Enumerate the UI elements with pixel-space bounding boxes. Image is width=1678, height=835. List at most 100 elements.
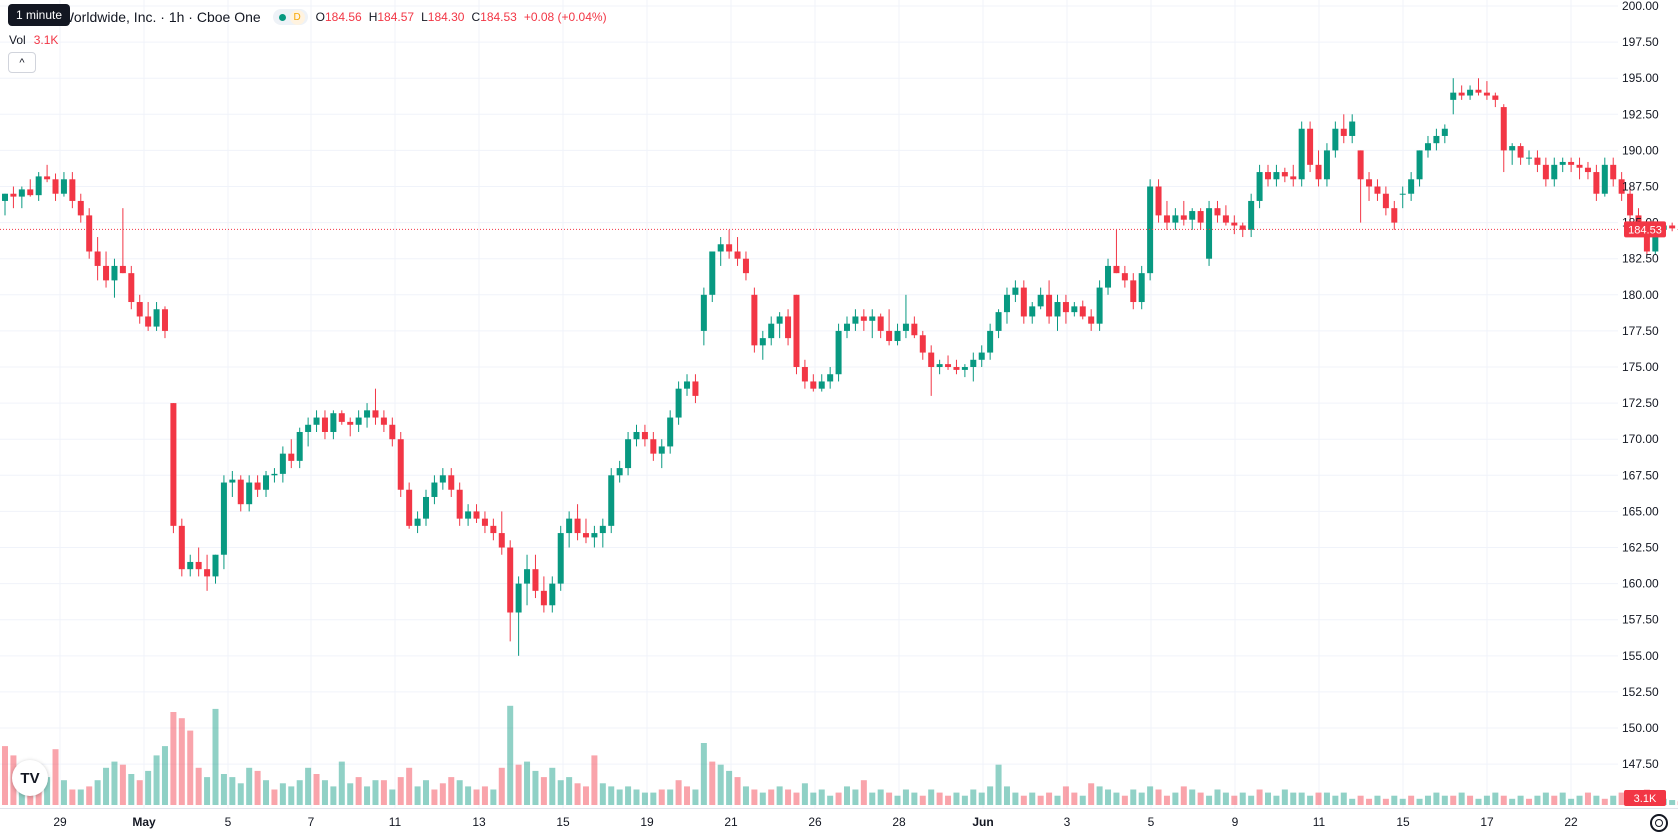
volume-bar [1500,795,1507,805]
volume-bar [1517,795,1524,805]
candle-body [1349,121,1356,136]
price-tick-label: 187.50 [1622,180,1659,194]
candle-body [44,176,51,180]
candle-body [1500,107,1507,151]
candle-body [27,189,34,196]
volume-bar [35,786,42,805]
candle-body [557,533,564,584]
last-volume-badge [1624,790,1666,806]
candle-body [582,533,589,538]
volume-bar [978,792,985,805]
tradingview-logo[interactable]: TV [12,760,48,796]
time-axis[interactable]: 29 May 5 7 11 13 15 19 21 26 28 Jun 3 5 9 11 15 17 22 [53,815,1578,829]
volume-bar [1172,792,1179,805]
volume-bar [532,770,539,805]
volume-bar [1408,795,1415,805]
candle-body [136,302,143,317]
volume-bar [557,780,564,805]
volume-bar [1003,786,1010,805]
volume-bar [355,777,362,805]
volume-bar [987,786,994,805]
volume-bar [145,770,152,805]
candle-body [1315,164,1322,180]
candle-body [1020,287,1027,317]
candle-body [768,323,775,339]
volume-bar [1037,795,1044,805]
volume-bar [524,761,531,805]
settings-gear-icon[interactable] [1650,814,1668,832]
candle-body [1071,306,1078,313]
market-status[interactable]: D [272,9,308,25]
candle-body [1054,302,1061,317]
candle-body [793,294,800,368]
volume-bar [1307,795,1314,805]
volume-bar [1382,798,1389,805]
volume-bar [111,761,118,805]
candle-body [1096,287,1103,324]
time-tick-label: 5 [225,815,232,829]
candle-body [1526,157,1533,159]
volume-bar [869,792,876,805]
candle-body [119,265,126,274]
volume-bar [456,780,463,805]
volume-bar [347,783,354,805]
price-tick-label: 150.00 [1622,721,1659,735]
volume-label[interactable]: Vol [9,33,26,47]
candle-body [692,381,699,396]
volume-bar [1079,795,1086,805]
time-tick-label: 28 [892,815,906,829]
candle-body [987,330,994,353]
candle-body [1323,150,1330,180]
volume-bar [1332,795,1339,805]
volume-bar [1298,792,1305,805]
volume-bar [1416,798,1423,805]
candle-body [153,309,160,327]
volume-bar [936,792,943,805]
candle-body [313,417,320,425]
change-value: +0.08 (+0.04%) [523,10,607,24]
volume-bar [69,789,76,805]
volume-bar [633,789,640,805]
candle-body [726,244,733,252]
high-value: 184.57 [377,10,415,24]
candle-body [633,431,640,440]
volume-bar [279,783,286,805]
candle-body [94,251,101,266]
collapse-legend-button[interactable]: ^ [8,52,36,73]
ohlc-values: O184.56 H184.57 L184.30 C184.53 +0.08 (+… [316,10,607,24]
delay-badge: D [289,9,305,25]
candle-body [734,251,741,259]
candle-body [1576,164,1583,168]
candle-body [220,482,227,555]
candle-body [507,547,514,613]
candle-body [835,330,842,375]
candle-body [1517,146,1524,158]
volume-bar [995,764,1002,805]
volume-bar [465,786,472,805]
volume-bar [549,767,556,805]
volume-bar [700,743,707,805]
candle-body [1248,200,1255,230]
candle-body [1467,89,1474,96]
candle-body [1172,215,1179,223]
candle-body [1568,161,1575,165]
volume-bar [1315,792,1322,805]
time-tick-label: 19 [640,815,654,829]
candle-body [869,316,876,321]
symbol-title[interactable]: obinson Worldwide, Inc. · 1h · Cboe One [8,9,261,25]
volume-bar [288,786,295,805]
candle-body [60,179,67,194]
volume-bar [1197,792,1204,805]
volume-bar [1096,786,1103,805]
price-axis[interactable]: 200.00197.50195.00192.50190.00187.50185.… [1622,0,1659,771]
volume-bar [178,718,185,805]
candle-body [1147,186,1154,274]
volume-bar [77,789,84,805]
volume-bar [1138,792,1145,805]
candle-body [1618,179,1625,194]
volume-bar [1206,795,1213,805]
candle-body [263,475,270,490]
candle-body [667,417,674,447]
volume-bar [1576,795,1583,805]
